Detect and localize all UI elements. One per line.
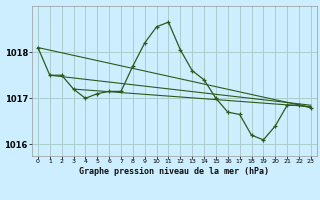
X-axis label: Graphe pression niveau de la mer (hPa): Graphe pression niveau de la mer (hPa): [79, 167, 269, 176]
